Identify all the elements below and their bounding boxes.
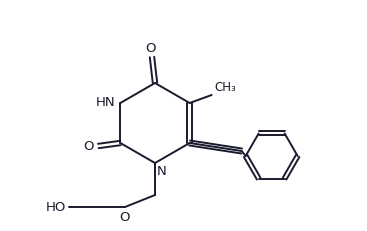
Text: HN: HN [96, 96, 115, 109]
Text: N: N [157, 164, 167, 177]
Text: HO: HO [46, 201, 66, 214]
Text: CH₃: CH₃ [215, 81, 236, 94]
Text: O: O [146, 42, 156, 55]
Text: O: O [83, 140, 93, 153]
Text: O: O [120, 210, 130, 223]
